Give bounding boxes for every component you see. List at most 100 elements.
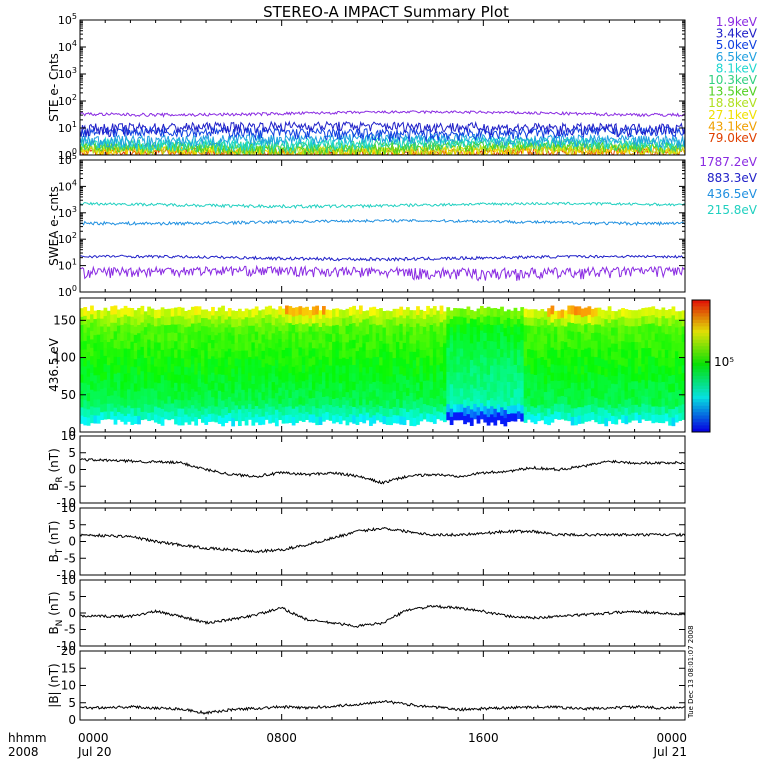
heatmap-cell [533, 333, 538, 343]
heatmap-cell [177, 391, 182, 401]
heatmap-cell [328, 357, 333, 366]
heatmap-cell [214, 382, 219, 391]
heatmap-cell [180, 307, 185, 317]
heatmap-cell [496, 372, 501, 381]
heatmap-cell [130, 332, 135, 342]
heatmap-cell [577, 331, 582, 341]
y-tick-base: 10 [58, 14, 72, 27]
heatmap-cell [644, 396, 649, 405]
heatmap-cell [493, 308, 498, 317]
heatmap-cell [160, 374, 165, 384]
heatmap-cell [661, 307, 666, 317]
heatmap-cell [664, 357, 669, 366]
heatmap-cell [530, 325, 535, 334]
y-tick-exponent: 5 [72, 152, 77, 161]
heatmap-cell [614, 399, 619, 409]
heatmap-cell [258, 392, 262, 401]
heatmap-cell [473, 372, 478, 381]
heatmap-cell [133, 374, 138, 384]
heatmap-cell [110, 362, 115, 372]
heatmap-cell [621, 357, 625, 366]
heatmap-cell [298, 338, 303, 348]
heatmap-cell [564, 412, 568, 421]
heatmap-cell [288, 331, 293, 340]
heatmap-cell [486, 357, 491, 367]
heatmap-cell [274, 376, 279, 385]
heatmap-cell [594, 413, 599, 423]
heatmap-cell [597, 390, 602, 400]
heatmap-cell [237, 392, 242, 401]
heatmap-cell [570, 407, 575, 417]
heatmap-cell [83, 374, 88, 384]
heatmap-cell [510, 318, 514, 327]
heatmap-cell [540, 396, 545, 405]
heatmap-cell [365, 318, 370, 327]
heatmap-cell [392, 308, 397, 318]
heatmap-cell [513, 388, 518, 398]
heatmap-cell [100, 341, 104, 350]
heatmap-cell [668, 333, 672, 343]
heatmap-cell [543, 335, 548, 344]
heatmap-cell [308, 310, 313, 319]
colorbar-swatch [692, 300, 710, 304]
heatmap-cell [143, 365, 148, 374]
heatmap-cell [315, 322, 320, 332]
heatmap-cell [493, 366, 498, 376]
heatmap-cell [116, 325, 121, 334]
heatmap-cell [285, 397, 289, 407]
heatmap-cell [130, 382, 135, 392]
panel-frame [79, 579, 686, 647]
heatmap-cell [553, 310, 558, 319]
heatmap-cell [661, 315, 666, 325]
heatmap-cell [382, 383, 387, 392]
y-tick-label: 0 [68, 713, 76, 727]
heatmap-cell [547, 374, 551, 384]
heatmap-cell [227, 340, 232, 349]
heatmap-cell [523, 389, 528, 399]
heatmap-cell [241, 342, 246, 351]
heatmap-cell [184, 374, 188, 383]
heatmap-cell [402, 400, 407, 409]
heatmap-cell [473, 334, 478, 343]
heatmap-cell [466, 364, 471, 373]
colorbar-swatch [692, 392, 710, 396]
heatmap-cell [668, 350, 672, 360]
heatmap-cell [153, 390, 158, 399]
heatmap-cell [278, 387, 283, 396]
heatmap-cell [611, 335, 615, 344]
heatmap-cell [453, 371, 457, 381]
heatmap-cell [261, 416, 266, 425]
heatmap-cell [496, 411, 501, 421]
heatmap-cell [180, 374, 185, 384]
heatmap-cell [510, 350, 514, 359]
heatmap-cell [557, 326, 562, 335]
heatmap-cell [600, 407, 605, 416]
heatmap-cell [197, 410, 202, 420]
heatmap-cell [311, 306, 316, 316]
heatmap-cell [180, 391, 185, 401]
heatmap-cell [406, 315, 410, 324]
heatmap-cell [355, 383, 360, 393]
heatmap-cell [564, 404, 568, 413]
heatmap-cell [453, 363, 457, 373]
colorbar-swatch [692, 316, 710, 321]
heatmap-cell [392, 333, 397, 342]
heatmap-cell [288, 364, 293, 374]
heatmap-cell [113, 313, 118, 323]
heatmap-cell [439, 330, 444, 339]
heatmap-cell [493, 383, 498, 393]
y-tick-label: 102 [58, 231, 77, 246]
heatmap-cell [379, 316, 383, 325]
heatmap-cell [281, 415, 286, 424]
time-tick-label: 0000 [78, 731, 109, 745]
heatmap-cell [654, 341, 659, 350]
heatmap-cell [187, 375, 192, 384]
heatmap-cell [574, 348, 578, 358]
heatmap-cell [399, 399, 404, 408]
heatmap-cell [611, 319, 615, 328]
heatmap-cell [278, 411, 283, 421]
heatmap-cell [547, 383, 551, 392]
heatmap-cell [547, 316, 551, 326]
heatmap-cell [513, 380, 518, 390]
heatmap-cell [224, 335, 229, 344]
